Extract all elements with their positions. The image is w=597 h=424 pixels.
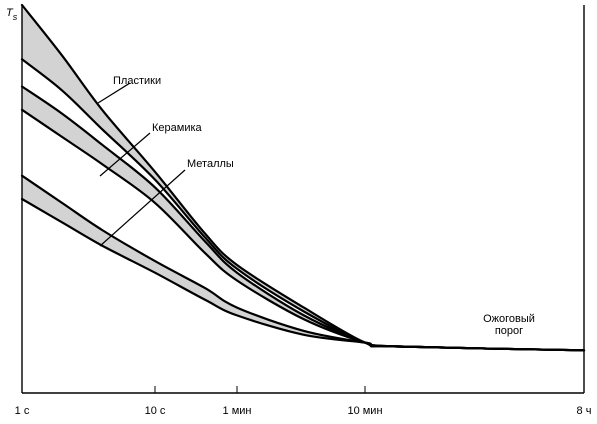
curve-3-lower (20, 197, 586, 352)
y-axis-label-subscript: s (13, 12, 18, 22)
curve-1-upper (20, 3, 586, 352)
leader-metals (99, 169, 186, 247)
x-tick-label-5: 8 ч (577, 405, 592, 417)
x-tick-label-1: 1 с (15, 405, 30, 417)
material-curves (20, 3, 586, 352)
label-metals: Металлы (187, 158, 234, 170)
label-burn-threshold-line1: Ожоговый (483, 313, 535, 325)
annotations: Пластики Керамика Металлы Ожоговый порог (97, 75, 535, 337)
label-ceramics: Керамика (152, 122, 203, 134)
x-tick-label-3: 1 мин (223, 405, 252, 417)
x-axis-ticks: 1 с 10 с 1 мин 10 мин 8 ч (15, 386, 592, 417)
x-tick-label-2: 10 с (145, 405, 166, 417)
band-1 (22, 5, 584, 351)
y-axis-label: Ts (6, 7, 18, 22)
leader-ceramics (99, 132, 151, 177)
label-plastics: Пластики (113, 75, 161, 87)
x-tick-label-4: 10 мин (347, 405, 382, 417)
label-burn-threshold-line2: порог (495, 325, 523, 337)
material-bands (22, 5, 584, 351)
leader-plastics (97, 82, 131, 104)
